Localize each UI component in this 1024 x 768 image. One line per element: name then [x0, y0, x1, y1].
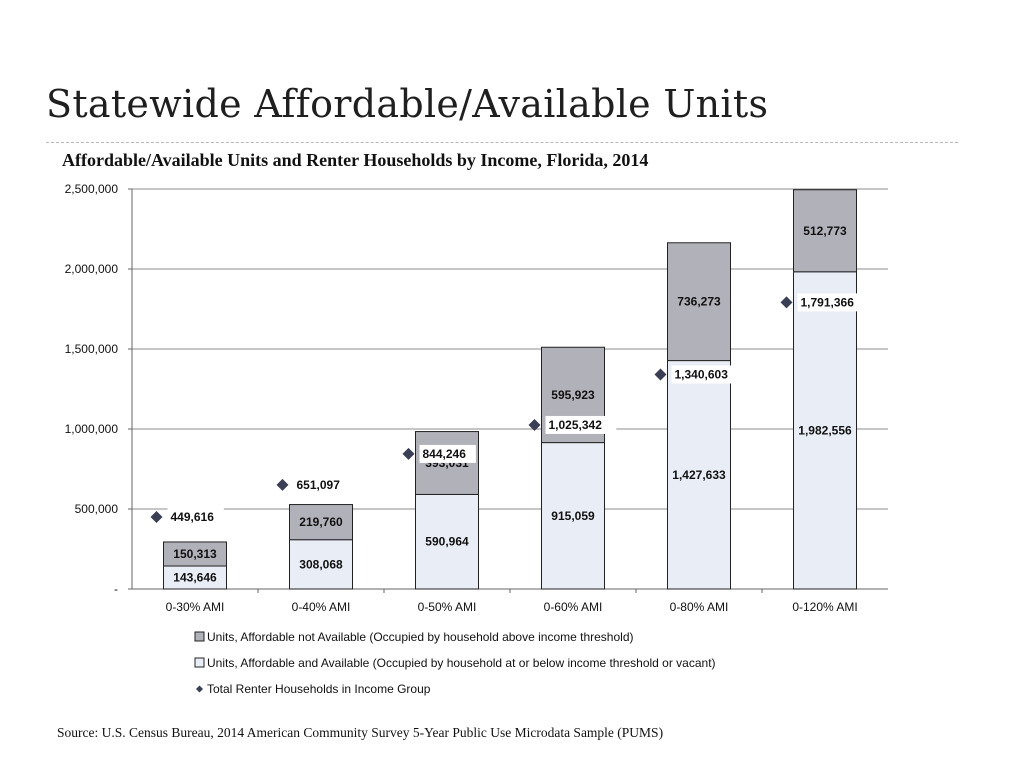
bar-affordable-not-available: [415, 431, 479, 495]
marker-total-renter-households: [150, 511, 163, 524]
marker-total-renter-households: [780, 296, 793, 309]
y-tick-label: 2,000,000: [65, 262, 119, 276]
marker-label-background: [293, 475, 350, 494]
data-label-available: 590,964: [425, 535, 469, 549]
data-label-not-available: 595,923: [551, 388, 595, 402]
marker-label-background: [671, 365, 743, 384]
legend-swatch-available: [194, 657, 205, 668]
y-tick-label: -: [114, 582, 118, 596]
bar-affordable-available: [667, 360, 731, 590]
stacked-bar-chart: - 500,000 1,000,000 1,500,000 2,000,000 2,500…: [65, 182, 888, 696]
chart-title: Affordable/Available Units and Renter Ho…: [62, 150, 649, 170]
marker-total-renter-households: [402, 447, 415, 460]
data-label-available: 308,068: [299, 557, 343, 571]
y-tick-label: 2,500,000: [65, 182, 119, 196]
data-label-total: 844,246: [423, 447, 467, 461]
bar-affordable-available: [793, 271, 857, 590]
data-label-total: 651,097: [297, 478, 341, 492]
data-label-not-available: 736,273: [677, 295, 721, 309]
x-tick-label: 0-50% AMI: [418, 600, 477, 614]
data-label-available: 143,646: [173, 571, 217, 585]
data-label-total: 1,791,366: [801, 295, 855, 309]
bar-affordable-not-available: [289, 504, 353, 541]
legend-swatch-not-available: [194, 631, 205, 642]
data-label-total: 1,340,603: [675, 368, 729, 382]
y-tick-label: 1,500,000: [65, 342, 119, 356]
data-label-not-available: 512,773: [803, 224, 847, 238]
legend-label-available: Units, Affordable and Available (Occupie…: [207, 656, 716, 670]
x-tick-label: 0-40% AMI: [292, 600, 351, 614]
x-tick-label: 0-80% AMI: [670, 600, 729, 614]
data-label-not-available: 219,760: [299, 515, 343, 529]
marker-label-background: [797, 293, 869, 312]
bar-affordable-not-available: [793, 189, 857, 273]
legend-label-total: Total Renter Households in Income Group: [207, 682, 431, 696]
source-note: Source: U.S. Census Bureau, 2014 America…: [57, 725, 664, 740]
title-divider: [46, 142, 958, 143]
x-tick-label: 0-60% AMI: [544, 600, 603, 614]
data-label-available: 915,059: [551, 509, 595, 523]
marker-total-renter-households: [276, 478, 289, 491]
y-tick-label: 1,000,000: [65, 422, 119, 436]
data-label-available: 1,982,556: [798, 423, 852, 437]
bar-affordable-available: [415, 493, 479, 590]
data-label-available: 1,427,633: [672, 468, 726, 482]
data-label-not-available: 150,313: [173, 547, 217, 561]
legend-marker-total: [196, 685, 203, 693]
x-tick-label: 0-30% AMI: [166, 600, 225, 614]
y-tick-label: 500,000: [75, 502, 119, 516]
slide-title: Statewide Affordable/Available Units: [46, 82, 769, 126]
marker-label-background: [545, 415, 617, 434]
data-label-total: 1,025,342: [549, 418, 603, 432]
marker-label-background: [167, 508, 224, 527]
marker-label-background: [419, 444, 476, 463]
bar-affordable-available: [289, 539, 353, 590]
data-label-total: 449,616: [171, 510, 215, 524]
legend-label-not-available: Units, Affordable not Available (Occupie…: [207, 630, 634, 644]
marker-total-renter-households: [528, 418, 541, 431]
x-tick-label: 0-120% AMI: [792, 600, 857, 614]
bar-affordable-not-available: [163, 541, 227, 567]
bar-affordable-not-available: [667, 242, 731, 362]
marker-total-renter-households: [654, 368, 667, 381]
